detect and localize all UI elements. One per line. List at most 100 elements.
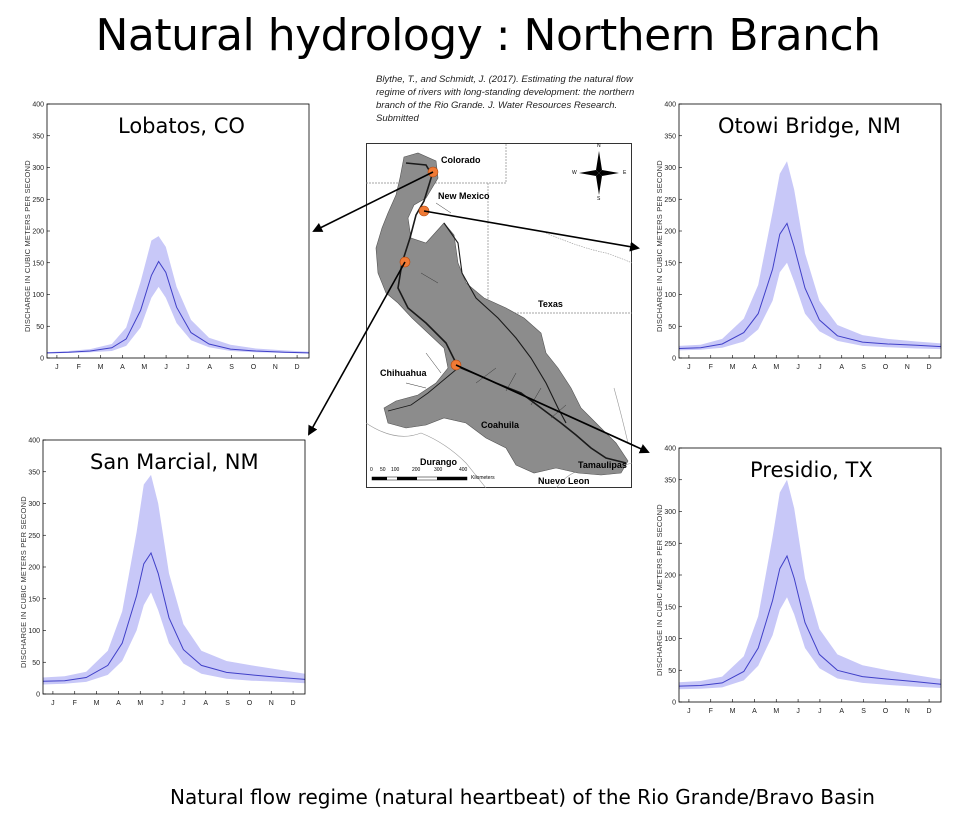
chart-title: San Marcial, NM [90,450,259,474]
discharge-chart-presidio: 0 50 100 150 200 250 300 350 400 J F M A M J J A S O N D [664,446,942,715]
y-tick-label: 100 [32,292,44,299]
y-tick-label: 0 [672,700,676,707]
y-tick-label: 0 [672,356,676,363]
x-tick-label: S [861,364,866,371]
x-tick-label: M [141,364,147,371]
discharge-chart-lobatos: 0 50 100 150 200 250 300 350 400 J F M A M J J A S O N D [32,102,310,371]
y-tick-label: 350 [664,477,676,484]
plot-frame [678,103,942,359]
x-tick-label: N [269,700,274,707]
y-tick-label: 400 [28,438,40,445]
map-label-texas: Texas [538,299,563,309]
y-tick-label: 50 [668,668,676,675]
gauge-lobatos [427,166,439,178]
gauge-san-marcial [399,256,411,268]
compass-e: E [623,170,627,176]
median-line [678,222,942,349]
x-tick-label: M [98,364,104,371]
y-tick-label: 250 [664,197,676,204]
x-tick-label: S [229,364,234,371]
y-tick-label: 0 [40,356,44,363]
chart-presidio: DISCHARGE IN CUBIC METERS PER SECOND 0 50… [654,444,946,716]
y-tick-label: 150 [664,260,676,267]
x-tick-label: F [709,364,713,371]
x-tick-label: S [225,700,230,707]
y-tick-label: 350 [664,133,676,140]
y-tick-label: 0 [36,692,40,699]
y-tick-label: 250 [32,197,44,204]
page-title: Natural hydrology : Northern Branch [95,10,881,61]
x-tick-label: J [186,364,190,371]
median-line [678,554,942,687]
x-tick-label: A [203,700,208,707]
x-tick-label: D [927,708,932,715]
x-tick-label: A [116,700,121,707]
y-tick-label: 300 [664,165,676,172]
scale-tick-100: 100 [391,467,400,473]
scale-bar [371,476,468,481]
map-label-nuevo-leon: Nuevo Leon [538,476,590,486]
y-axis-label: DISCHARGE IN CUBIC METERS PER SECOND [655,160,664,332]
rio-grande-basin-map [365,143,633,489]
x-tick-label: J [160,700,164,707]
scale-tick-0: 0 [370,467,373,473]
gauge-otowi-bridge [418,205,430,217]
x-tick-label: J [182,700,186,707]
x-tick-label: A [752,708,757,715]
y-tick-label: 100 [664,292,676,299]
y-tick-label: 150 [664,604,676,611]
x-tick-label: J [51,700,55,707]
x-tick-label: D [295,364,300,371]
x-tick-label: J [796,708,800,715]
y-tick-label: 200 [28,565,40,572]
x-tick-label: O [883,364,889,371]
map-label-coahuila: Coahuila [481,420,520,430]
x-tick-label: A [752,364,757,371]
compass-w: W [572,170,577,176]
scale-tick-400: 400 [459,467,468,473]
x-tick-label: D [927,364,932,371]
y-tick-label: 150 [28,596,40,603]
x-tick-label: O [251,364,257,371]
y-axis-label: DISCHARGE IN CUBIC METERS PER SECOND [655,504,664,676]
y-tick-label: 200 [32,229,44,236]
y-tick-label: 200 [664,229,676,236]
y-tick-label: 50 [668,324,676,331]
scale-tick-300: 300 [434,467,443,473]
caption: Natural flow regime (natural heartbeat) … [170,785,875,809]
scale-tick-200: 200 [412,467,421,473]
y-tick-label: 400 [664,102,676,109]
x-tick-label: F [709,708,713,715]
x-tick-label: F [77,364,81,371]
x-tick-label: M [94,700,100,707]
plot-frame [42,439,306,695]
confidence-band [47,236,309,354]
map-label-new-mexico: New Mexico [438,191,490,201]
x-tick-label: J [818,364,822,371]
x-tick-label: F [73,700,77,707]
x-tick-label: J [164,364,168,371]
x-tick-label: M [730,364,736,371]
y-tick-label: 150 [32,260,44,267]
median-line [42,551,306,682]
x-tick-label: A [839,364,844,371]
y-tick-label: 350 [28,469,40,476]
gauge-presidio [450,359,462,371]
chart-title: Presidio, TX [750,458,873,482]
y-tick-label: 50 [36,324,44,331]
chart-title: Lobatos, CO [118,114,245,138]
plot-frame [678,447,942,703]
y-tick-label: 50 [32,660,40,667]
chart-otowi-bridge: DISCHARGE IN CUBIC METERS PER SECOND 0 50… [654,100,946,372]
confidence-band [679,161,941,351]
y-axis-label: DISCHARGE IN CUBIC METERS PER SECOND [19,496,28,668]
y-tick-label: 250 [28,533,40,540]
x-tick-label: J [818,708,822,715]
x-tick-label: O [247,700,253,707]
map-label-tamaulipas: Tamaulipas [578,460,627,470]
y-tick-label: 400 [664,446,676,453]
confidence-band [679,479,941,690]
compass-n: N [597,143,601,149]
median-line [46,260,310,354]
map-label-durango: Durango [420,457,457,467]
